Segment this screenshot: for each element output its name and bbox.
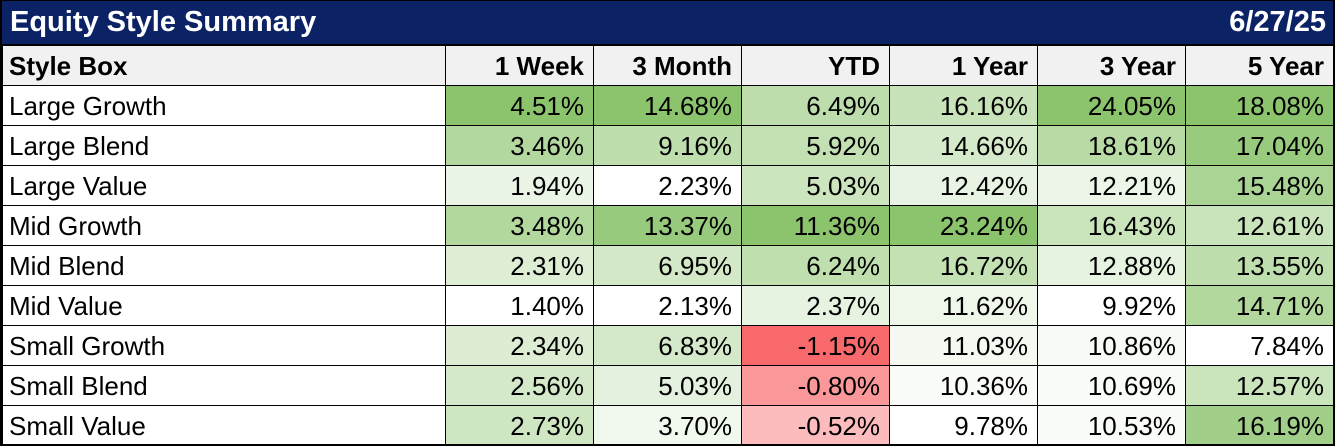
column-header-1-week: 1 Week [445, 45, 594, 86]
style-label-cell: Small Blend [2, 365, 446, 406]
value-cell: 16.19% [1185, 405, 1333, 444]
table-row: Large Growth 4.51% 14.68% 6.49% 16.16% 24.05%… [2, 85, 1333, 126]
value-cell: 2.13% [593, 285, 742, 326]
style-label-cell: Small Growth [2, 325, 446, 366]
value-cell: 16.43% [1037, 205, 1186, 246]
value-cell: 11.03% [889, 325, 1038, 366]
value-cell: 12.57% [1185, 365, 1333, 406]
table-row: Mid Value 1.40% 2.13% 2.37% 11.62% 9.92% 14.71… [2, 285, 1333, 326]
value-cell: 17.04% [1185, 125, 1333, 166]
style-label-cell: Large Growth [2, 85, 446, 126]
value-cell: -1.15% [741, 325, 890, 366]
value-cell: 10.53% [1037, 405, 1186, 444]
value-cell: 5.03% [593, 365, 742, 406]
value-cell: 2.34% [445, 325, 594, 366]
column-header-3-year: 3 Year [1037, 45, 1186, 86]
style-label-cell: Mid Value [2, 285, 446, 326]
value-cell: 6.83% [593, 325, 742, 366]
table-body: Large Growth 4.51% 14.68% 6.49% 16.16% 24.05%… [2, 85, 1333, 444]
value-cell: 3.46% [445, 125, 594, 166]
value-cell: 9.16% [593, 125, 742, 166]
value-cell: 16.72% [889, 245, 1038, 286]
column-header-ytd: YTD [741, 45, 890, 86]
value-cell: 10.86% [1037, 325, 1186, 366]
value-cell: 13.37% [593, 205, 742, 246]
value-cell: 14.68% [593, 85, 742, 126]
table-row: Mid Blend 2.31% 6.95% 6.24% 16.72% 12.88% 13.5… [2, 245, 1333, 286]
value-cell: -0.52% [741, 405, 890, 444]
page-title: Equity Style Summary [10, 6, 317, 38]
equity-style-table: Style Box 1 Week 3 Month YTD 1 Year 3 Ye… [2, 45, 1333, 444]
value-cell: 24.05% [1037, 85, 1186, 126]
style-label-cell: Mid Blend [2, 245, 446, 286]
value-cell: 6.49% [741, 85, 890, 126]
column-header-3-month: 3 Month [593, 45, 742, 86]
value-cell: 2.37% [741, 285, 890, 326]
value-cell: 2.56% [445, 365, 594, 406]
title-bar: Equity Style Summary 6/27/25 [2, 1, 1333, 45]
table-row: Small Value 2.73% 3.70% -0.52% 9.78% 10.53% 16… [2, 405, 1333, 444]
table-row: Mid Growth 3.48% 13.37% 11.36% 23.24% 16.43% 1… [2, 205, 1333, 246]
style-label-cell: Large Blend [2, 125, 446, 166]
value-cell: 9.78% [889, 405, 1038, 444]
value-cell: 5.03% [741, 165, 890, 206]
value-cell: 15.48% [1185, 165, 1333, 206]
style-label-cell: Large Value [2, 165, 446, 206]
value-cell: 4.51% [445, 85, 594, 126]
value-cell: 3.70% [593, 405, 742, 444]
value-cell: -0.80% [741, 365, 890, 406]
value-cell: 16.16% [889, 85, 1038, 126]
value-cell: 1.94% [445, 165, 594, 206]
report-date: 6/27/25 [1229, 6, 1326, 38]
value-cell: 12.61% [1185, 205, 1333, 246]
header-row: Style Box 1 Week 3 Month YTD 1 Year 3 Ye… [2, 45, 1333, 86]
value-cell: 14.71% [1185, 285, 1333, 326]
value-cell: 6.24% [741, 245, 890, 286]
table-row: Small Blend 2.56% 5.03% -0.80% 10.36% 10.69% 1… [2, 365, 1333, 406]
column-header-style-box: Style Box [2, 45, 446, 86]
value-cell: 10.69% [1037, 365, 1186, 406]
value-cell: 2.23% [593, 165, 742, 206]
value-cell: 2.31% [445, 245, 594, 286]
value-cell: 14.66% [889, 125, 1038, 166]
value-cell: 13.55% [1185, 245, 1333, 286]
table-row: Large Blend 3.46% 9.16% 5.92% 14.66% 18.61% 17… [2, 125, 1333, 166]
value-cell: 23.24% [889, 205, 1038, 246]
value-cell: 12.42% [889, 165, 1038, 206]
column-header-5-year: 5 Year [1185, 45, 1333, 86]
value-cell: 10.36% [889, 365, 1038, 406]
value-cell: 18.61% [1037, 125, 1186, 166]
table-row: Large Value 1.94% 2.23% 5.03% 12.42% 12.21% 15… [2, 165, 1333, 206]
value-cell: 2.73% [445, 405, 594, 444]
value-cell: 3.48% [445, 205, 594, 246]
value-cell: 12.21% [1037, 165, 1186, 206]
style-label-cell: Mid Growth [2, 205, 446, 246]
style-label-cell: Small Value [2, 405, 446, 444]
value-cell: 18.08% [1185, 85, 1333, 126]
value-cell: 7.84% [1185, 325, 1333, 366]
value-cell: 1.40% [445, 285, 594, 326]
value-cell: 9.92% [1037, 285, 1186, 326]
value-cell: 5.92% [741, 125, 890, 166]
value-cell: 6.95% [593, 245, 742, 286]
value-cell: 11.36% [741, 205, 890, 246]
column-header-1-year: 1 Year [889, 45, 1038, 86]
value-cell: 11.62% [889, 285, 1038, 326]
value-cell: 12.88% [1037, 245, 1186, 286]
table-row: Small Growth 2.34% 6.83% -1.15% 11.03% 10.86%… [2, 325, 1333, 366]
